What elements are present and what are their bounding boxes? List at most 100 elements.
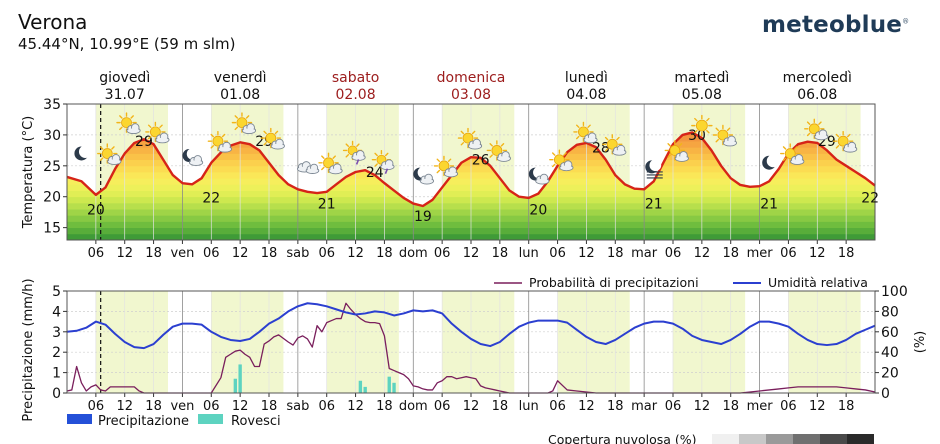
precipitation-axis-label: Precipitazione (mm/h) (21, 278, 36, 421)
y-tick-label: 30 (43, 128, 61, 144)
day-date: 31.07 (105, 87, 145, 103)
brand-logo[interactable]: meteoblue® (762, 12, 909, 38)
precipitation-frame (66, 290, 876, 394)
moon-cloud-icon (413, 166, 435, 185)
y-tick-label: 20 (43, 190, 61, 206)
sun-cloud-icon (832, 130, 858, 153)
y-tick-label: 15 (43, 221, 61, 237)
showers-bar (358, 380, 363, 393)
x-tick-label: 06 (318, 399, 335, 414)
x-tick-label: 18 (607, 246, 624, 261)
x-tick-label: 06 (203, 399, 220, 414)
location-title: Verona (18, 10, 88, 34)
temperature-frame (66, 103, 876, 241)
x-tick-label: mar (631, 246, 658, 261)
y-tick-label: 3 (52, 325, 61, 341)
x-tick-label: mer (747, 246, 774, 261)
day-name: giovedì (99, 70, 150, 86)
x-tick-label: 06 (203, 246, 220, 261)
x-tick-label: 18 (607, 399, 624, 414)
sun-cloud-icon (260, 127, 285, 150)
day-date: 01.08 (220, 87, 260, 103)
cloud-cover-swatch (793, 434, 820, 444)
x-tick-label: dom (399, 399, 428, 414)
temperature-min-label: 20 (529, 203, 547, 219)
sun-cloud-icon (97, 143, 122, 165)
sun-cloud-icon (712, 124, 738, 147)
moon-cloud-icon (528, 166, 550, 185)
showers-bar (392, 382, 396, 393)
sun-cloud-icon (145, 121, 170, 144)
moon-fog-icon (645, 159, 663, 179)
moon-icon (74, 145, 92, 161)
sun-cloud-icon (231, 112, 257, 135)
sun-cloud-icon (318, 152, 343, 175)
x-tick-label: 18 (145, 246, 162, 261)
sun-cloud-icon (780, 143, 805, 165)
sun-cloud-icon (804, 118, 829, 141)
temperature-max-label: 28 (592, 140, 610, 156)
x-tick-label: 18 (376, 399, 393, 414)
cloud-cover-swatch (847, 434, 874, 444)
daylight-band (557, 291, 630, 393)
cloud-cover-bar: Copertura nuvolosa (%) (548, 432, 874, 444)
x-tick-label: 12 (347, 399, 364, 414)
x-tick-label: 12 (232, 399, 249, 414)
y-tick-label: 2 (52, 345, 61, 361)
legends: Probabilità di precipitazioni Umidità rel… (67, 275, 868, 429)
x-tick-label: lun (519, 246, 539, 261)
location-coordinates: 45.44°N, 10.99°E (59 m slm) (18, 35, 236, 53)
sun-rain-icon (371, 150, 395, 175)
x-tick-label: 18 (722, 246, 739, 261)
x-tick-label: 18 (261, 399, 278, 414)
sun-cloud-icon (549, 149, 574, 172)
temperature-max-label: 30 (688, 128, 706, 144)
sun-icon (691, 114, 713, 137)
x-tick-label: 18 (492, 246, 509, 261)
y-tick-label: 5 (52, 284, 61, 300)
temperature-line (66, 131, 876, 208)
x-tick-label: 12 (116, 246, 133, 261)
sun-cloud-icon (573, 121, 598, 144)
x-tick-label: sab (286, 246, 309, 261)
x-tick-label: 06 (434, 399, 451, 414)
temperature-min-label: 21 (760, 197, 778, 213)
day-date: 05.08 (682, 87, 722, 103)
daylight-band (95, 291, 168, 393)
cloud-cover-swatch (712, 434, 739, 444)
x-tick-label: 18 (722, 399, 739, 414)
sun-cloud-icon (486, 140, 511, 162)
x-tick-label: 12 (116, 399, 133, 414)
day-name: venerdì (214, 70, 267, 86)
y-tick-label: 0 (52, 386, 61, 402)
sun-cloud-icon (116, 112, 141, 135)
showers-bar (238, 364, 242, 393)
x-tick-label: lun (519, 399, 539, 414)
x-tick-label: 06 (88, 246, 105, 261)
cloud-cover-label: Copertura nuvolosa (%) (548, 432, 697, 444)
x-tick-label: 12 (347, 246, 364, 261)
x-tick-label: 06 (780, 246, 797, 261)
x-tick-label: mer (747, 399, 774, 414)
day-date: 06.08 (797, 87, 837, 103)
x-tick-label: 18 (838, 246, 855, 261)
x-tick-label: 06 (549, 399, 566, 414)
x-tick-label: dom (399, 246, 428, 261)
showers-bar (363, 386, 367, 393)
sun-cloud-icon (664, 140, 689, 162)
daylight-band (211, 291, 284, 393)
temperature-min-label: 21 (645, 197, 663, 213)
y2-tick-label: 60 (881, 325, 899, 341)
day-name: domenica (437, 70, 506, 86)
temperature-min-label: 19 (414, 209, 432, 225)
temperature-panel: 06 12 18 ven 06 12 18 sab 06 12 18 dom 06 12 18 lun 06 12… (21, 97, 879, 261)
temperature-max-label: 24 (366, 165, 384, 181)
temperature-min-label: 22 (202, 190, 220, 206)
x-tick-label: 06 (665, 399, 682, 414)
day-name: lunedì (565, 70, 608, 86)
y-tick-label: 1 (52, 366, 61, 382)
legend-label-humidity: Umidità relativa (768, 275, 868, 290)
x-tick-label: 18 (492, 399, 509, 414)
